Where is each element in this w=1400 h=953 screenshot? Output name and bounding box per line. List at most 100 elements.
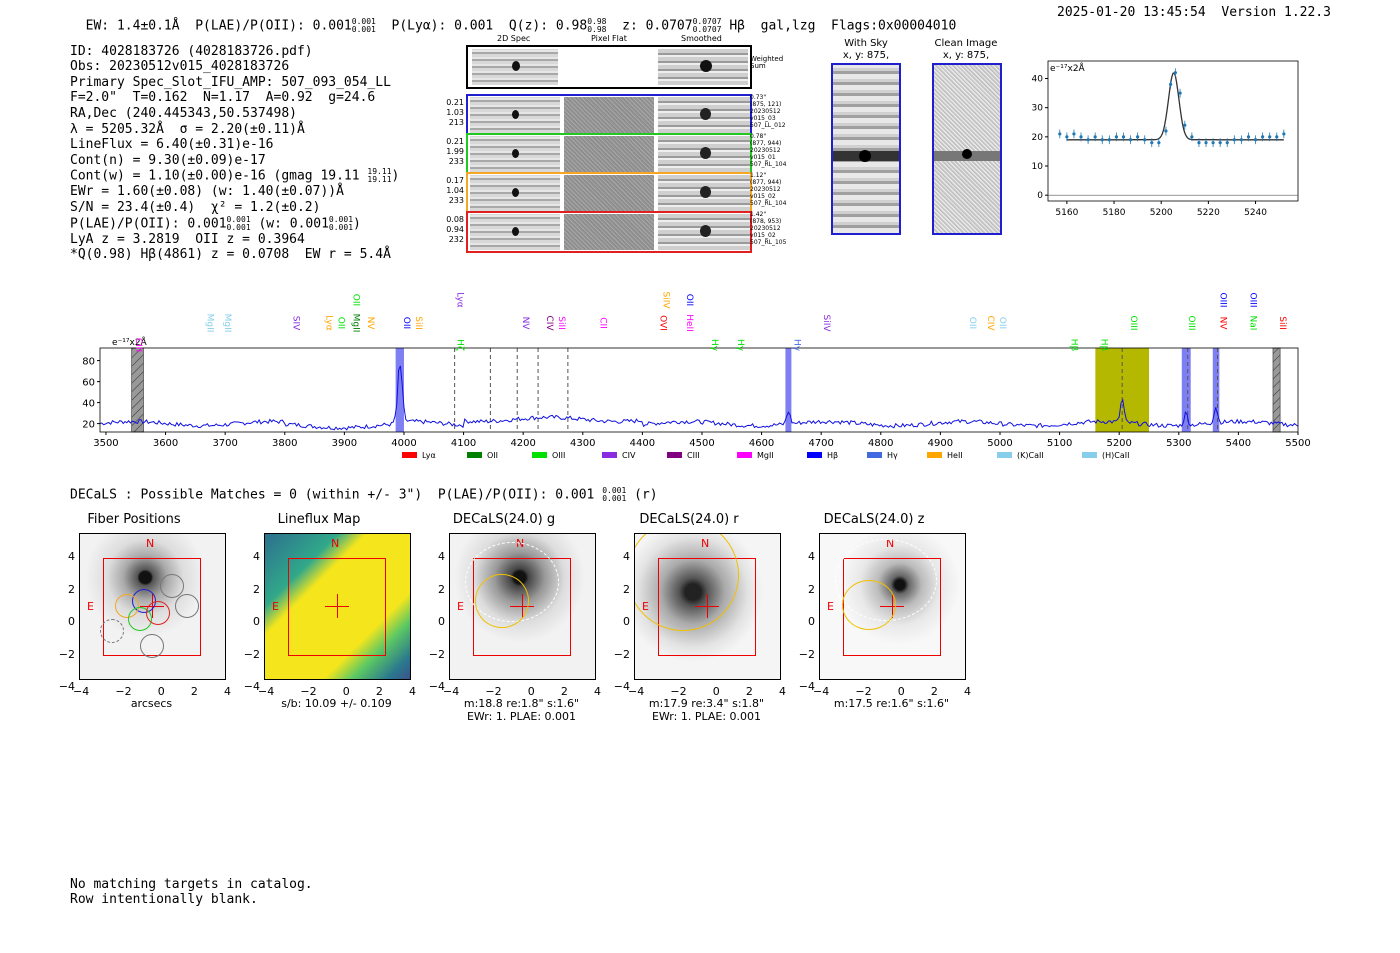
emission-line-label: Hζ (455, 339, 465, 351)
line-band-blue (1212, 348, 1220, 432)
emission-line-label: OIII (1186, 315, 1196, 330)
y-tick-label: 60 (82, 378, 95, 389)
emission-line-label: OII (335, 317, 345, 329)
y-axis-ticks: 4 2 0 −2 −4 (428, 550, 445, 693)
emission-line-label: CIV (985, 315, 995, 331)
cutout-row-stats: 0.17 1.04 233 (446, 176, 464, 205)
x-tick-label: 4800 (868, 438, 893, 449)
x-tick-label: 4700 (808, 438, 833, 449)
x-axis-ticks: −4 −2 0 2 4 (443, 685, 601, 698)
legend-swatch (737, 452, 752, 458)
emission-line-label: OVI (657, 315, 667, 331)
cutout-row-meta: 1.42" (878, 953) 20230512 v015_02 507_RL… (750, 211, 787, 246)
info-ewr: EWr = 1.60(±0.08) (w: 1.40(±0.07))Å (70, 184, 344, 200)
cutout-row (466, 94, 752, 136)
emission-line-label: SiII (413, 316, 423, 330)
thumbnail-title: Fiber Positions (87, 512, 181, 527)
thumbnail-caption: m:17.9 re:3.4" s:1.8" EWr: 1. PLAE: 0.001 (648, 697, 765, 723)
north-label: N (701, 537, 710, 550)
thumbnail-caption: arcsecs (130, 697, 173, 710)
emission-line-label: SiIV (660, 291, 670, 309)
north-label: N (331, 537, 340, 550)
emission-line-label: OIII (1218, 292, 1228, 307)
data-point (1143, 138, 1147, 142)
legend-swatch (667, 452, 682, 458)
emission-line-label: SiIV (821, 314, 831, 332)
y-axis-ticks: 4 2 0 −2 −4 (243, 550, 260, 693)
emission-line-label: Hγ (735, 339, 745, 352)
zoom-axes-frame (1047, 60, 1299, 202)
cutout-row (466, 172, 752, 214)
data-point (1058, 132, 1062, 136)
data-point (1136, 135, 1140, 139)
data-point (1246, 135, 1251, 139)
x-tick-label: 4100 (451, 438, 476, 449)
x-tick-label: 5180 (1103, 208, 1126, 218)
data-point (1121, 135, 1126, 139)
legend-label: HeII (947, 451, 963, 460)
legend-label: (K)CaII (1017, 451, 1044, 460)
data-point (1079, 135, 1083, 139)
header-summary: EW: 1.4±0.1Å P(LAE)/P(OII): 0.0010.001 0.… (85, 17, 957, 34)
emission-line-label: NV (520, 317, 530, 331)
cutout-row (466, 133, 752, 175)
legend-swatch (602, 452, 617, 458)
data-point (1150, 141, 1154, 145)
data-point (1178, 91, 1182, 95)
emission-line-label: MgII (350, 314, 360, 333)
thumbnail-panel: DECaLS(24.0) z N E 4 2 0 −2 −4 −4 −2 0 2 4 m… (779, 512, 971, 722)
data-point (1232, 138, 1236, 142)
data-point (1239, 138, 1243, 142)
thumbnail-panel: DECaLS(24.0) r N E 4 2 0 −2 −4 −4 −2 0 2 4 m… (594, 512, 786, 723)
data-point (1197, 141, 1201, 145)
data-point (1100, 138, 1104, 142)
x-tick-label: 4200 (510, 438, 535, 449)
emission-line-label: HeII (684, 314, 694, 332)
emission-line-label: CIV (544, 315, 554, 331)
y-tick-label: 40 (82, 399, 95, 410)
y-tick-label: 40 (1032, 75, 1044, 85)
emission-line-label: OII (997, 317, 1007, 329)
data-point (1183, 123, 1187, 127)
masked-band (1272, 347, 1281, 433)
line-fit-chart: 5160 5180 5200 5220 5240 0 10 20 30 40 e⁻¹⁷x2Å (1032, 60, 1299, 218)
legend-label: Lyα (422, 451, 436, 460)
info-plae: P(LAE)/P(OII): 0.0010.001 0.001 (w: 0.001… (70, 214, 361, 232)
legend-label: (H)CaII (1102, 451, 1129, 460)
x-tick-label: 4900 (928, 438, 953, 449)
x-tick-label: 5100 (1047, 438, 1072, 449)
east-label: E (457, 600, 464, 613)
x-axis-ticks: −4 −2 0 2 4 (258, 685, 416, 698)
y-tick-label: 0 (1037, 191, 1043, 201)
data-point (1164, 129, 1168, 133)
cutout-row (466, 211, 752, 253)
data-point (1169, 82, 1173, 86)
zoom-ylabel: e⁻¹⁷x2Å (1050, 62, 1086, 74)
x-tick-label: 4500 (689, 438, 714, 449)
with-sky-image (831, 63, 901, 235)
x-tick-label: 3900 (332, 438, 357, 449)
emission-line-label: OII (967, 317, 977, 329)
thumbnail-title: DECaLS(24.0) r (639, 512, 739, 527)
x-tick-label: 5500 (1285, 438, 1310, 449)
emission-line-label: OIII (1247, 292, 1257, 307)
legend-label: MgII (757, 451, 774, 460)
x-tick-label: 3800 (272, 438, 297, 449)
east-label: E (642, 600, 649, 613)
legend-label: Hγ (887, 451, 898, 460)
clean-image (932, 63, 1002, 235)
weighted-sum-row (466, 45, 752, 89)
emission-line-label: Hγ (709, 339, 719, 352)
thumbnail-image: N E (819, 533, 966, 680)
data-point (1275, 135, 1279, 139)
thumbnail-caption: m:17.5 re:1.6" s:1.6" (833, 697, 950, 710)
y-tick-label: 80 (82, 357, 95, 368)
x-tick-label: 3500 (93, 438, 118, 449)
cutout-row-meta: 0.78" (877, 944) 20230512 v015_01 507_RL… (750, 133, 787, 168)
cutout-row-stats: 0.21 1.99 233 (446, 137, 464, 166)
emission-line-label: Lyα (324, 315, 334, 331)
data-point (1190, 135, 1194, 139)
emission-line-label: MgII (204, 314, 214, 333)
detection-info: ID: 4028183726 (4028183726.pdf) Obs: 2023… (70, 28, 399, 279)
x-tick-label: 4600 (749, 438, 774, 449)
